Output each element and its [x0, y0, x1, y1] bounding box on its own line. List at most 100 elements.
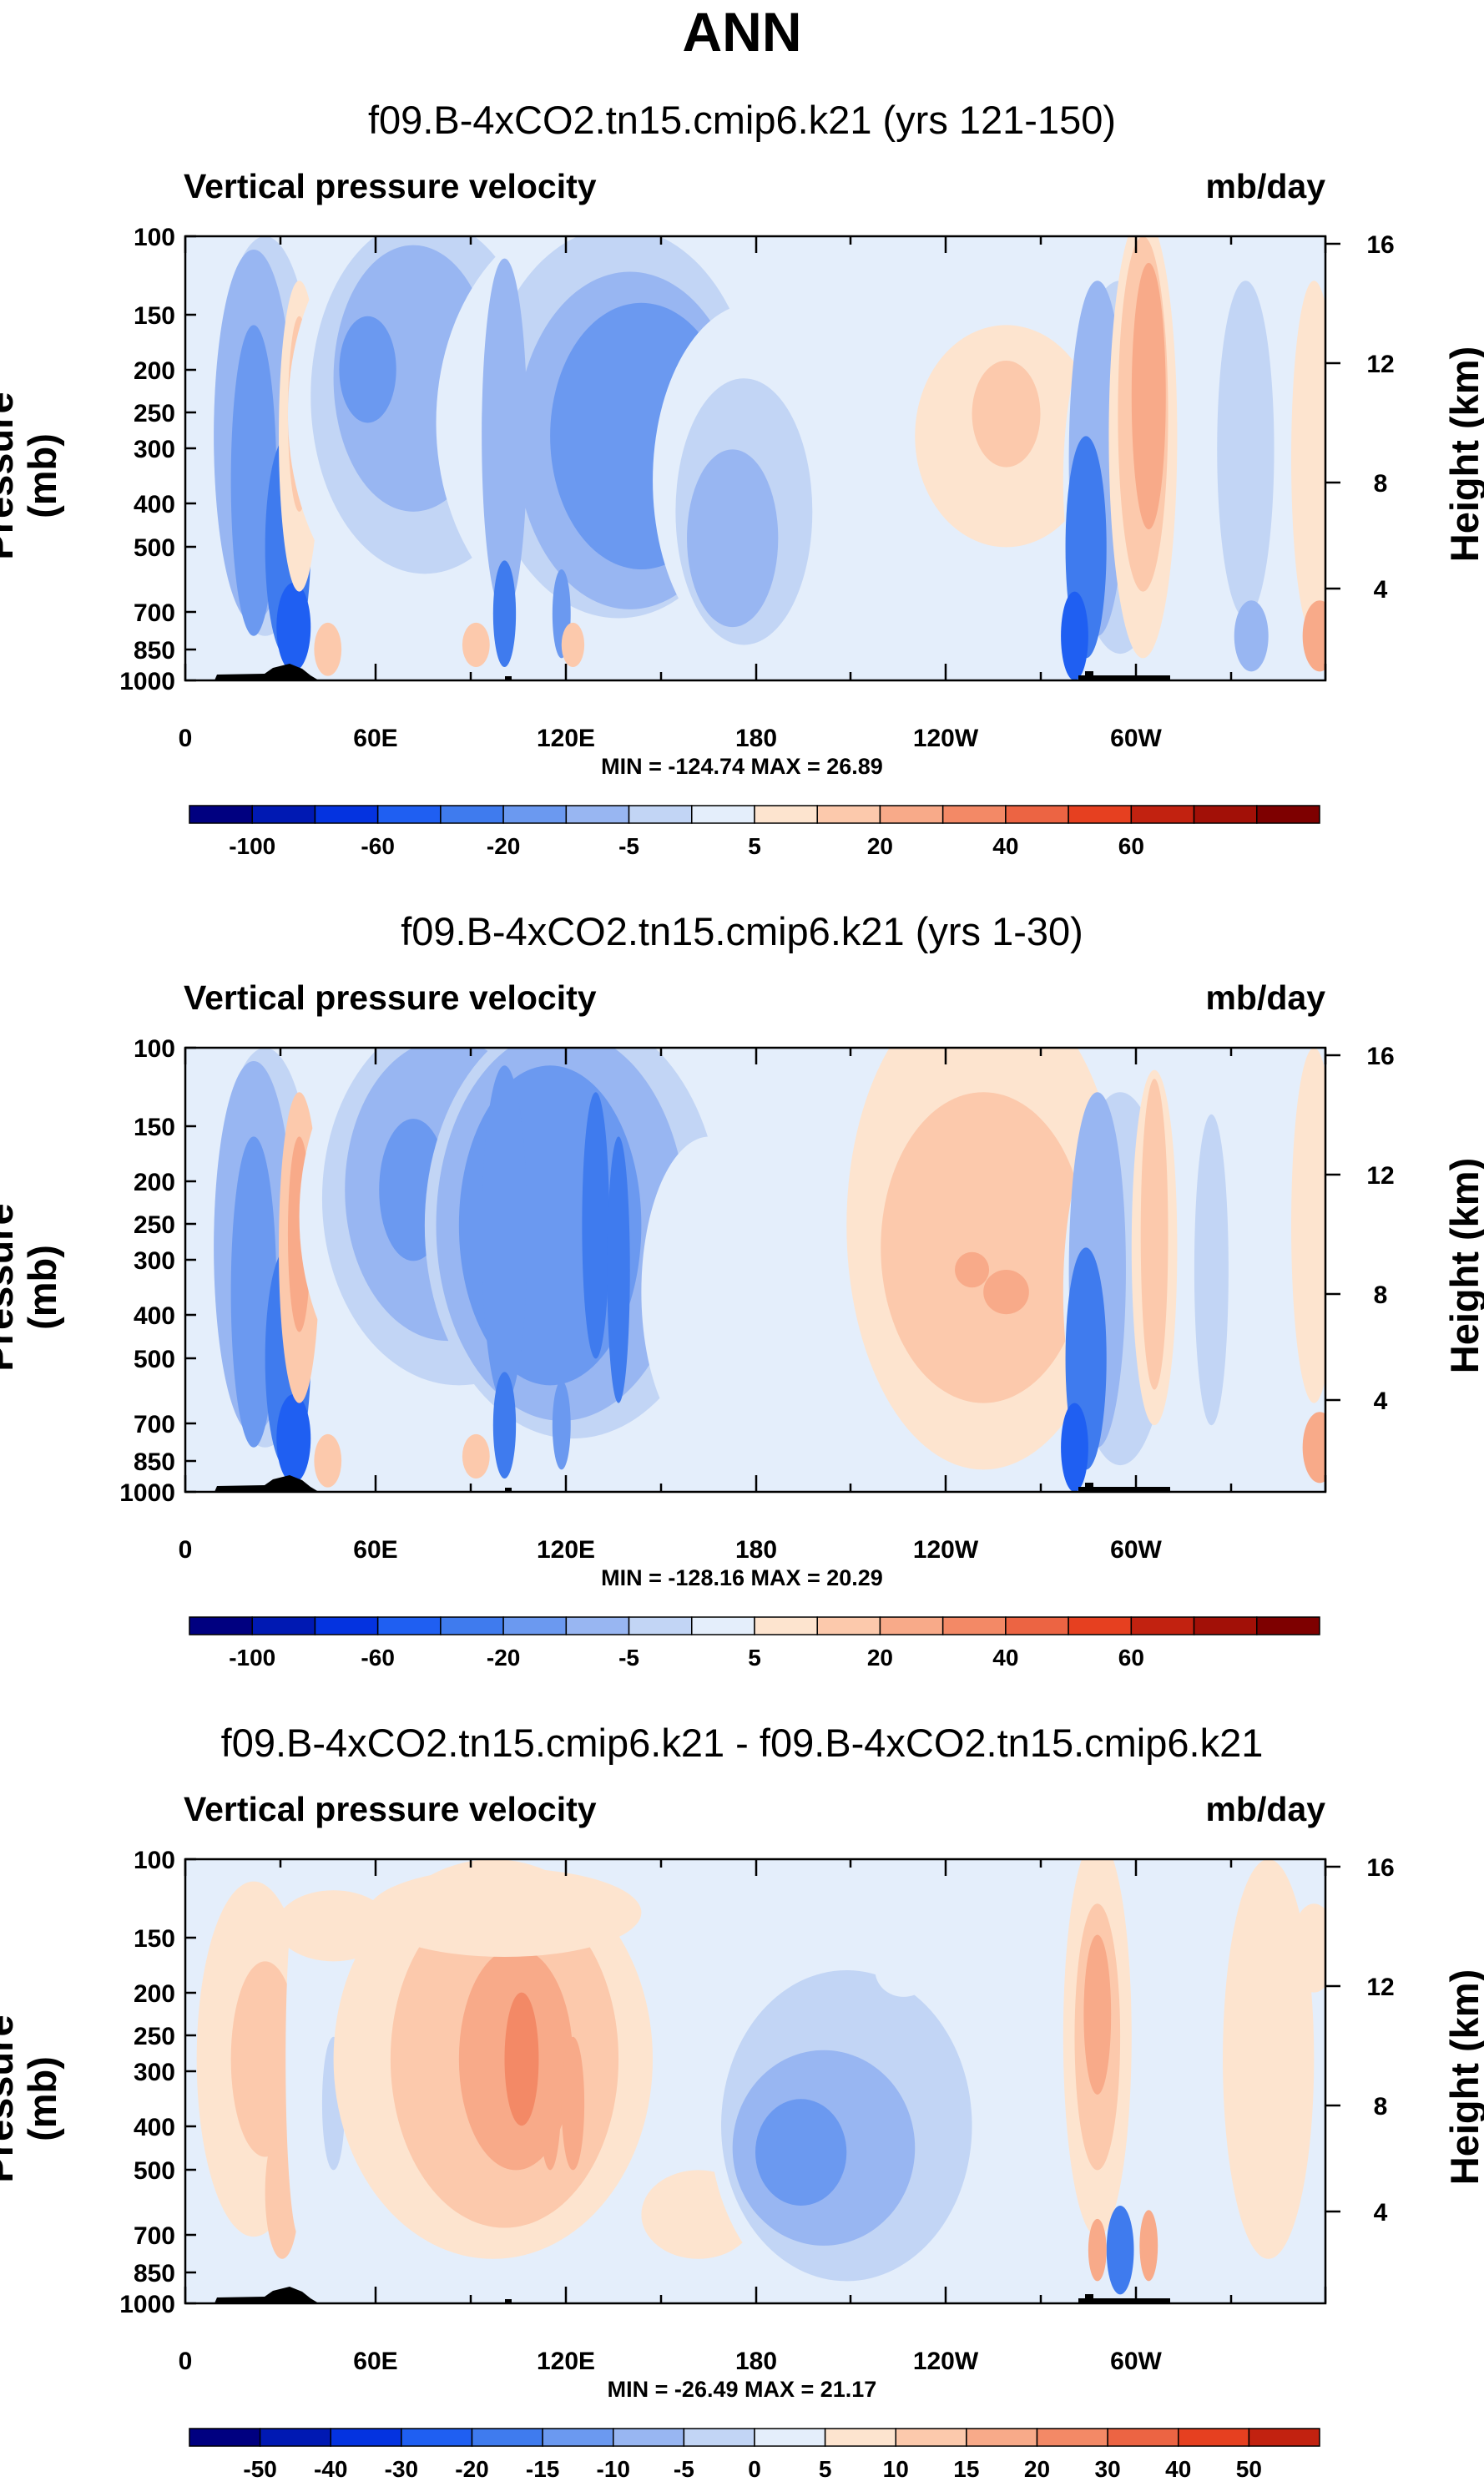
- y-tick-label: 500: [134, 534, 175, 562]
- colorbar-swatch: [401, 2428, 473, 2447]
- y-tick-label: 250: [134, 400, 175, 427]
- y-tick-label: 1000: [119, 668, 175, 695]
- colorbar-swatch: [824, 2428, 896, 2447]
- y-right-tick-label: 8: [1374, 470, 1388, 498]
- contour-fields: [185, 1859, 1325, 2303]
- contour-region: [339, 316, 396, 423]
- x-tick-label: 60W: [1110, 1536, 1162, 1564]
- colorbar-label: 20: [867, 1645, 893, 1671]
- y-tick-label: 100: [134, 1035, 175, 1063]
- units-label: mb/day: [1205, 167, 1325, 205]
- y-right-tick-label: 12: [1366, 1162, 1394, 1190]
- contour-region: [561, 622, 585, 668]
- colorbar-label: 10: [883, 2456, 909, 2482]
- contour-plot: 100 150 200 250 300 400 500 700 850 1000 16 12 8 4 0 60…: [119, 1847, 1394, 2375]
- y-tick-label: 850: [134, 1448, 175, 1476]
- x-tick-label: 60E: [353, 725, 397, 752]
- y-tick-label: 300: [134, 436, 175, 463]
- y-tick-label: 500: [134, 1346, 175, 1373]
- contour-region: [881, 1092, 1087, 1403]
- contour-region: [1291, 281, 1325, 636]
- colorbar-label: 40: [992, 833, 1018, 859]
- colorbar-label: -5: [674, 2456, 694, 2482]
- y-tick-label: 200: [134, 357, 175, 385]
- colorbar-label: 0: [748, 2456, 761, 2482]
- y-tick-label: 300: [134, 1247, 175, 1275]
- colorbar-label: 40: [992, 1645, 1018, 1671]
- x-tick-label: 120E: [537, 2348, 595, 2375]
- colorbar-label: -20: [487, 1645, 520, 1671]
- y-tick-label: 200: [134, 1980, 175, 2008]
- y-tick-label: 250: [134, 2023, 175, 2050]
- colorbar-swatch: [683, 2428, 755, 2447]
- x-tick-label: 0: [179, 725, 193, 752]
- variable-label: Vertical pressure velocity: [184, 1790, 597, 1828]
- y-tick-label: 1000: [119, 1479, 175, 1507]
- colorbar-label: -5: [618, 833, 639, 859]
- colorbar-swatch: [189, 2428, 261, 2447]
- contour-region: [1131, 262, 1166, 530]
- x-tick-label: 0: [179, 1536, 193, 1564]
- contour-region: [367, 1868, 642, 1958]
- x-tick-label: 60E: [353, 2348, 397, 2375]
- y-tick-label: 100: [134, 224, 175, 251]
- contour-region: [1140, 1079, 1169, 1390]
- y-tick-label: 700: [134, 599, 175, 627]
- colorbar-label: 60: [1118, 833, 1144, 859]
- y-tick-label: 300: [134, 2059, 175, 2086]
- contour-region: [1199, 2166, 1234, 2219]
- x-tick-label: 120E: [537, 1536, 595, 1564]
- y-tick-label: 400: [134, 2114, 175, 2141]
- colorbar-label: -5: [618, 1645, 639, 1671]
- colorbar-label: -100: [229, 833, 275, 859]
- contour-region: [230, 1136, 277, 1448]
- colorbar-swatch: [754, 2428, 826, 2447]
- x-tick-label: 180: [735, 725, 777, 752]
- colorbar-label: -40: [314, 2456, 347, 2482]
- contour-region: [561, 2036, 585, 2171]
- colorbar-label: 50: [1236, 2456, 1262, 2482]
- panel-title: f09.B-4xCO2.tn15.cmip6.k21 - f09.B-4xCO2…: [220, 1721, 1264, 1765]
- contour-region: [755, 2099, 847, 2206]
- y-right-tick-label: 8: [1374, 2093, 1388, 2121]
- contour-region: [276, 582, 311, 672]
- x-tick-label: 120W: [913, 1536, 979, 1564]
- colorbar-label: 20: [1024, 2456, 1050, 2482]
- contour-region: [1223, 1859, 1315, 2259]
- colorbar-label: -60: [361, 833, 394, 859]
- contour-region: [687, 449, 779, 628]
- colorbar-swatch: [613, 2428, 685, 2447]
- contour-region: [504, 1992, 539, 2126]
- x-tick-label: 60E: [353, 1536, 397, 1564]
- y-right-tick-label: 8: [1374, 1281, 1388, 1309]
- colorbar-label: -20: [455, 2456, 488, 2482]
- colorbar-label: -10: [597, 2456, 630, 2482]
- colorbar-label: -30: [385, 2456, 418, 2482]
- colorbar-swatch: [471, 2428, 543, 2447]
- contour-plot: 100 150 200 250 300 400 500 700 850 1000 16 12 8 4 0 60…: [119, 224, 1394, 752]
- colorbar-label: 5: [819, 2456, 832, 2482]
- y-right-tick-label: 4: [1374, 2199, 1388, 2227]
- colorbar-swatch: [1256, 805, 1320, 824]
- y-right-tick-label: 16: [1366, 231, 1394, 259]
- contour-region: [1061, 591, 1088, 680]
- y-tick-label: 400: [134, 491, 175, 518]
- contour-region: [230, 1961, 300, 2157]
- variable-label: Vertical pressure velocity: [184, 978, 597, 1017]
- colorbar-label: 5: [748, 833, 761, 859]
- colorbar-label: 40: [1165, 2456, 1191, 2482]
- colorbar-swatch: [259, 2428, 331, 2447]
- colorbar-label: 20: [867, 833, 893, 859]
- contour-region: [1302, 1412, 1325, 1484]
- min-max-label: MIN = -128.16 MAX = 20.29: [601, 1565, 883, 1590]
- contour-region: [1194, 1114, 1229, 1426]
- contour-fields: [185, 236, 1325, 680]
- y-right-tick-label: 16: [1366, 1854, 1394, 1882]
- contour-region: [1088, 2218, 1107, 2282]
- y-tick-label: 150: [134, 302, 175, 330]
- colorbar-swatch: [330, 2428, 402, 2447]
- contour-region: [276, 1393, 311, 1484]
- colorbar-label: -20: [487, 833, 520, 859]
- contour-region: [314, 622, 342, 676]
- contour-region: [314, 1433, 342, 1488]
